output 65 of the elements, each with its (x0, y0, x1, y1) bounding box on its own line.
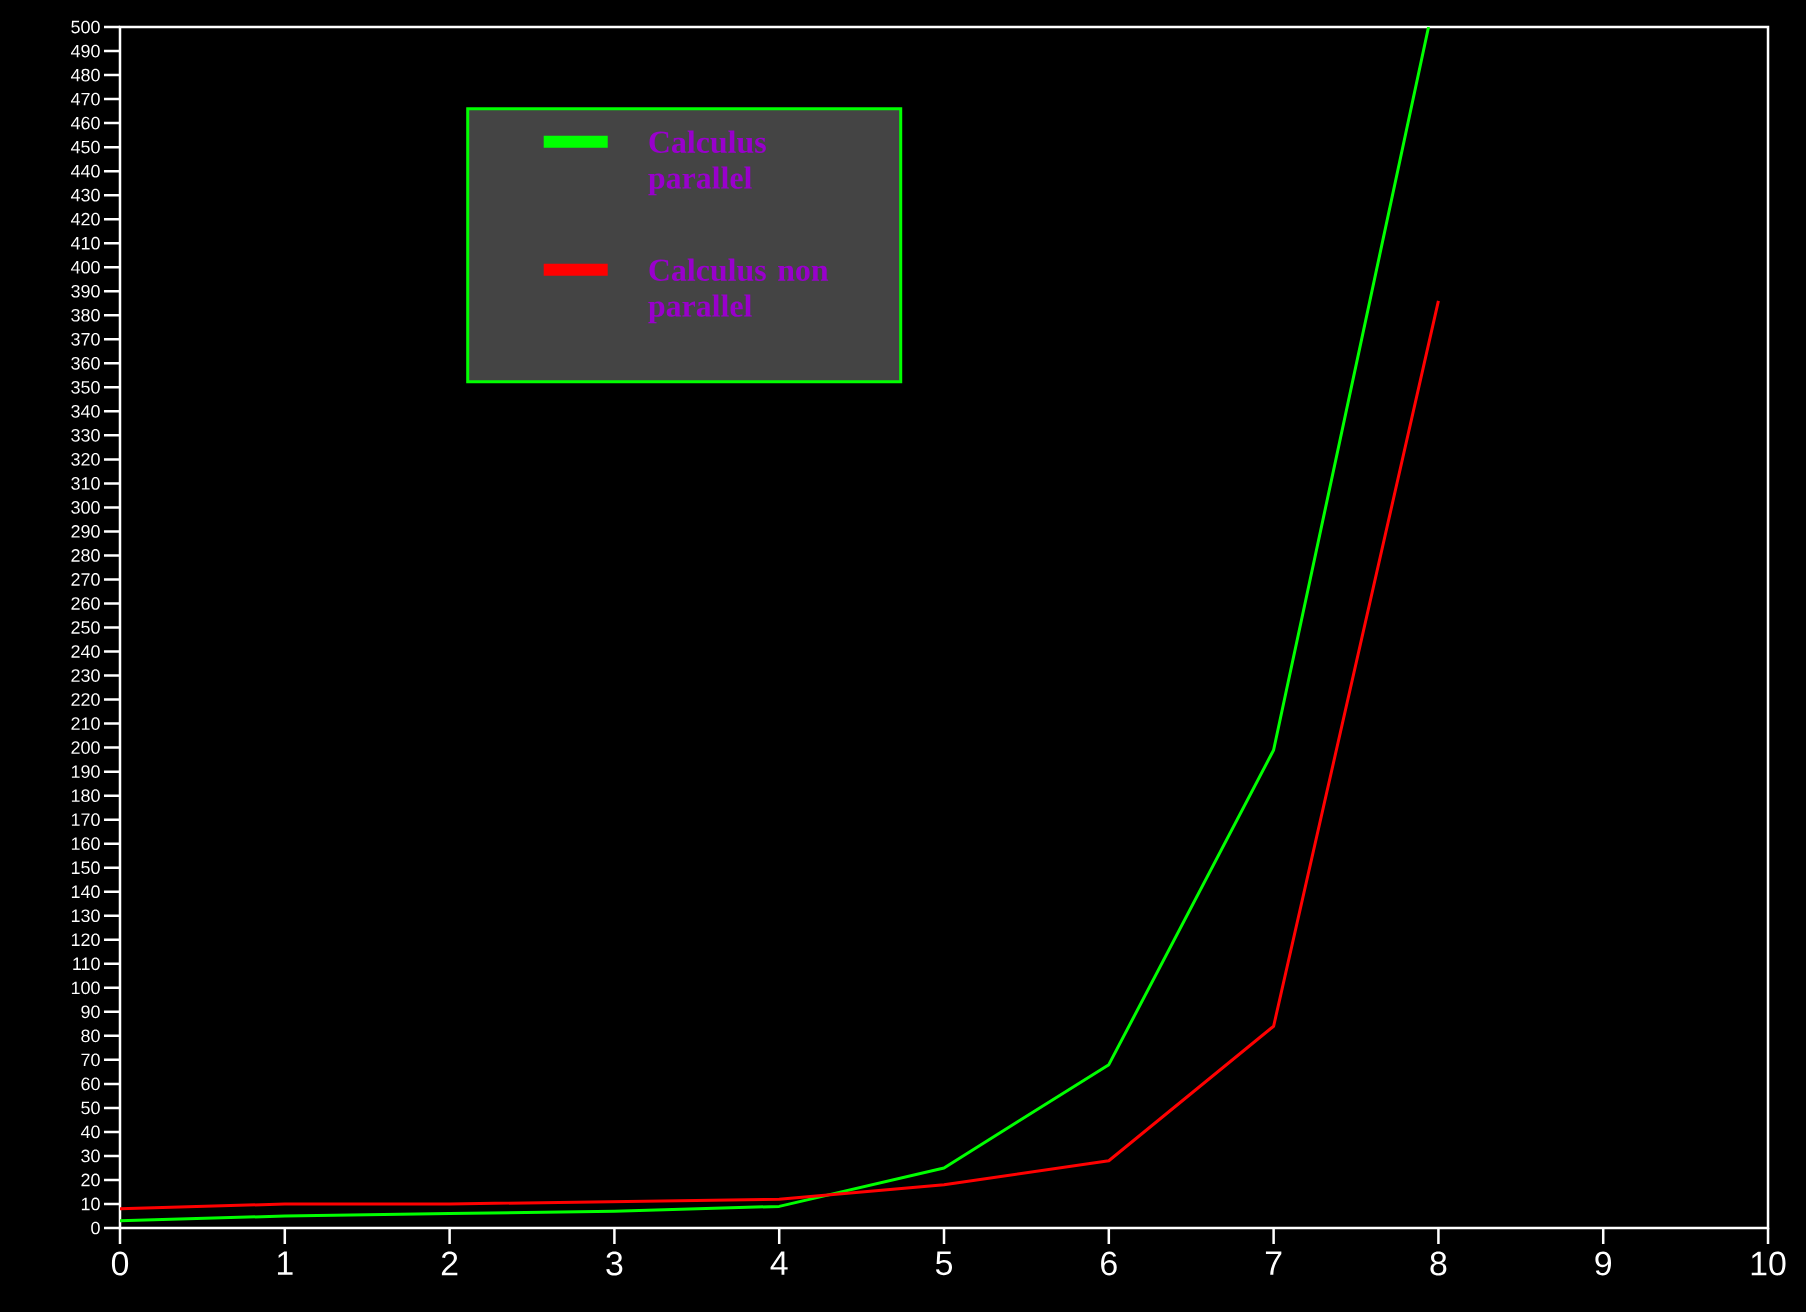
y-tick-label: 30 (81, 1149, 100, 1163)
y-tick-label: 310 (71, 477, 100, 490)
y-tick-label: 160 (71, 837, 100, 851)
x-tick-label: 1 (277, 1251, 293, 1275)
y-tick-label: 280 (71, 549, 100, 562)
y-tick-label: 370 (71, 332, 100, 346)
x-tick-label: 4 (770, 1251, 788, 1275)
y-tick-label: 300 (71, 501, 100, 514)
y-tick-label: 140 (71, 885, 100, 899)
y-tick-label: 80 (81, 1029, 100, 1043)
y-tick-label: 460 (70, 116, 100, 130)
y-tick-label: 470 (70, 92, 100, 106)
y-tick-label: 380 (71, 308, 100, 322)
y-tick-label: 120 (71, 933, 100, 947)
y-tick-label: 190 (71, 765, 100, 778)
x-tick-label: 8 (1430, 1251, 1447, 1276)
legend-label: Calculus parallel (648, 130, 766, 196)
y-tick-label: 330 (71, 429, 100, 442)
y-tick-label: 430 (70, 188, 100, 202)
y-tick-label: 440 (70, 164, 100, 178)
y-tick-label: 270 (71, 573, 100, 586)
y-tick-label: 90 (81, 1005, 100, 1019)
y-tick-label: 210 (71, 717, 100, 730)
y-tick-label: 230 (71, 669, 100, 682)
y-tick-label: 260 (71, 597, 100, 610)
y-tick-label: 250 (71, 621, 100, 634)
y-tick-label: 290 (71, 525, 100, 538)
y-tick-label: 180 (71, 789, 100, 802)
y-tick-label: 240 (71, 645, 100, 658)
y-tick-label: 0 (91, 1221, 100, 1235)
y-tick-label: 10 (81, 1197, 100, 1211)
y-tick-label: 400 (70, 260, 100, 274)
y-tick-label: 450 (70, 140, 100, 154)
legend-label: Calculus non parallel (648, 258, 829, 324)
x-tick-label: 9 (1595, 1251, 1612, 1276)
y-tick-label: 420 (70, 212, 100, 226)
y-tick-label: 480 (70, 68, 100, 82)
x-tick-label: 10 (1751, 1251, 1786, 1276)
x-tick-label: 2 (441, 1251, 458, 1276)
y-tick-label: 130 (71, 909, 100, 923)
y-tick-label: 360 (71, 356, 100, 370)
y-tick-label: 150 (71, 861, 100, 875)
x-tick-label: 3 (606, 1251, 623, 1276)
y-tick-label: 50 (81, 1101, 100, 1115)
line-series (120, 27, 1431, 1223)
y-tick-label: 410 (70, 236, 100, 250)
y-tick-label: 170 (71, 813, 100, 827)
y-tick-label: 350 (71, 380, 100, 394)
y-tick-label: 20 (81, 1173, 100, 1187)
y-tick-label: 320 (71, 453, 100, 466)
y-tick-label: 500 (71, 20, 100, 34)
y-tick-label: 100 (71, 981, 100, 995)
y-tick-label: 70 (81, 1053, 100, 1067)
y-tick-label: 340 (71, 404, 100, 418)
y-tick-label: 200 (71, 741, 100, 754)
x-tick-label: 7 (1265, 1251, 1282, 1275)
y-tick-label: 220 (71, 693, 100, 706)
x-tick-label: 5 (935, 1251, 953, 1276)
y-tick-label: 490 (70, 44, 100, 58)
x-tick-label: 6 (1101, 1251, 1117, 1276)
y-tick-label: 60 (81, 1077, 100, 1091)
y-tick-label: 390 (71, 284, 100, 298)
x-tick-label: 0 (111, 1251, 129, 1276)
y-tick-label: 110 (73, 957, 100, 971)
y-tick-label: 40 (80, 1125, 100, 1139)
